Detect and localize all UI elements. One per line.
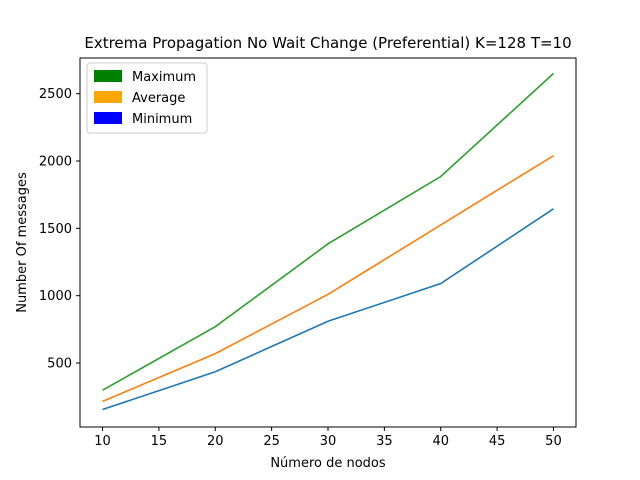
series-line-1 [102, 154, 554, 403]
x-tick-label: 20 [207, 434, 224, 449]
x-axis-ticks: 10 15 20 25 30 35 40 45 50 [94, 427, 562, 449]
series-line-0 [102, 72, 554, 391]
y-axis-ticks: 500 1000 1500 2000 2500 [39, 87, 80, 372]
legend-label-maximum: Maximum [132, 70, 196, 85]
chart-title: Extrema Propagation No Wait Change (Pref… [84, 34, 571, 52]
x-tick-label: 25 [263, 434, 280, 449]
x-tick-label: 50 [545, 434, 562, 449]
y-tick-label: 500 [47, 357, 72, 372]
x-axis-label: Número de nodos [270, 456, 386, 471]
x-tick-label: 45 [489, 434, 506, 449]
legend-swatch-average [94, 91, 122, 103]
legend-swatch-minimum [94, 112, 122, 124]
y-axis-label: Number Of messages [15, 172, 30, 313]
legend-swatch-maximum [94, 70, 122, 82]
y-tick-label: 2000 [39, 155, 72, 170]
plot-area-frame [79, 57, 577, 428]
x-tick-label: 35 [376, 434, 393, 449]
legend: Maximum Average Minimum [86, 62, 208, 134]
y-tick-label: 2500 [39, 87, 72, 102]
x-tick-label: 30 [320, 434, 337, 449]
y-tick-label: 1000 [39, 289, 72, 304]
legend-label-minimum: Minimum [132, 112, 192, 127]
series-layer [102, 72, 554, 411]
x-tick-label: 40 [432, 434, 449, 449]
series-line-2 [102, 208, 554, 411]
legend-label-average: Average [132, 91, 185, 106]
x-tick-label: 10 [94, 434, 111, 449]
y-tick-label: 1500 [39, 222, 72, 237]
x-tick-label: 15 [151, 434, 168, 449]
